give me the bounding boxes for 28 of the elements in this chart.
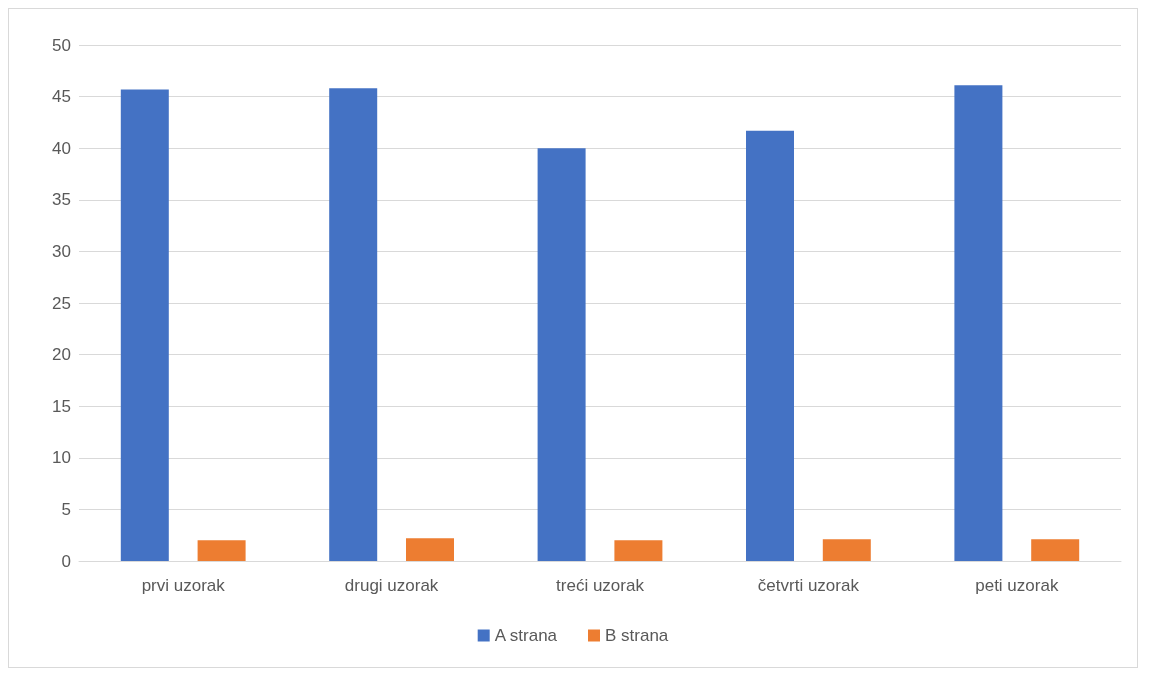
y-tick-label: 20 (52, 345, 71, 365)
bar (120, 89, 169, 561)
y-tick-label: 5 (61, 499, 71, 519)
y-tick-label: 0 (61, 551, 71, 571)
bar (1031, 539, 1080, 561)
bar (954, 85, 1003, 561)
x-tick-label: drugi uzorak (344, 576, 439, 595)
bar (197, 540, 246, 561)
bar (537, 148, 586, 561)
bar (329, 88, 378, 561)
x-tick-label: treći uzorak (556, 576, 645, 595)
y-tick-label: 15 (52, 396, 71, 416)
bar (746, 130, 794, 561)
y-tick-label: 35 (52, 190, 71, 210)
y-tick-label: 10 (52, 448, 71, 468)
x-tick-label: prvi uzorak (141, 576, 226, 595)
y-tick-label: 45 (52, 87, 71, 107)
y-tick-label: 50 (52, 35, 71, 55)
bar (614, 540, 663, 561)
legend-label: B strana (605, 626, 669, 645)
y-tick-label: 40 (52, 138, 71, 158)
bar (406, 538, 454, 561)
x-tick-label: četvrti uzorak (757, 576, 860, 595)
y-tick-label: 25 (52, 293, 71, 313)
x-tick-label: peti uzorak (975, 576, 1059, 595)
bar (822, 539, 871, 561)
y-tick-label: 30 (52, 241, 71, 261)
legend-label: A strana (494, 626, 558, 645)
